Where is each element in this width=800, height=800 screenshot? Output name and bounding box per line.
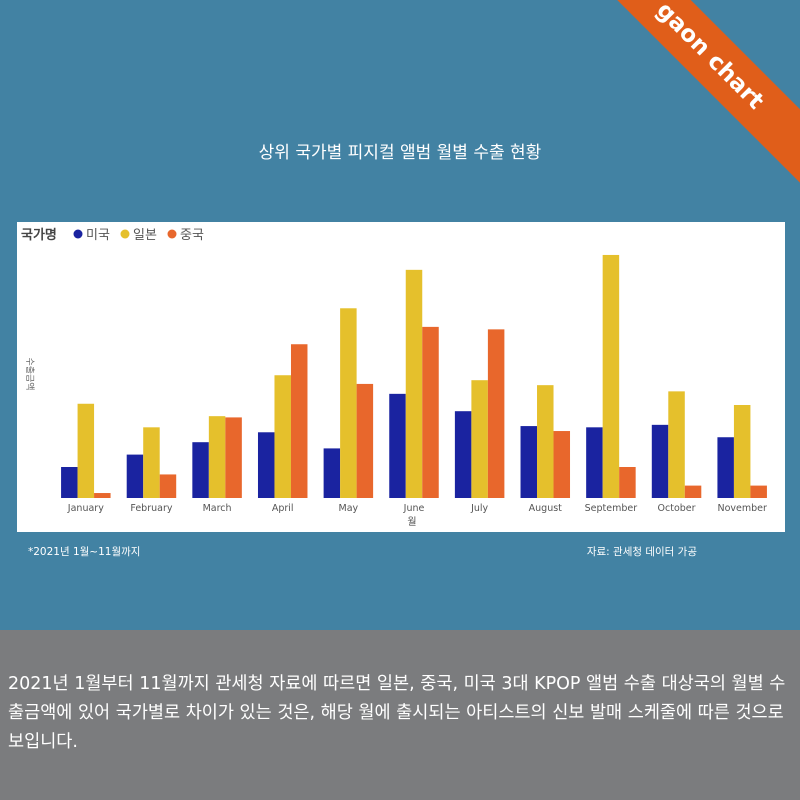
bar-march-0 xyxy=(192,442,209,498)
legend-label-2: 중국 xyxy=(180,228,204,243)
bar-september-2 xyxy=(619,467,636,498)
bar-october-0 xyxy=(651,424,669,498)
x-tick-label-july: July xyxy=(470,503,488,514)
bar-october-2 xyxy=(684,485,702,498)
legend-marker-0 xyxy=(73,229,83,239)
x-tick-label-february: February xyxy=(130,503,172,514)
legend-marker-2 xyxy=(167,229,177,239)
y-axis-label: 수출금액 xyxy=(24,357,36,390)
x-tick-label-september: September xyxy=(585,503,638,514)
footnote-source: 자료: 관세청 데이터 가공 xyxy=(586,546,697,558)
bar-august-1 xyxy=(537,385,554,498)
description-panel xyxy=(0,630,800,800)
bar-february-2 xyxy=(159,474,177,498)
bar-february-1 xyxy=(143,427,160,498)
bar-november-2 xyxy=(750,485,767,498)
x-tick-label-january: January xyxy=(67,503,104,514)
bar-may-0 xyxy=(323,448,341,498)
bar-november-1 xyxy=(733,405,751,498)
legend-label-0: 미국 xyxy=(86,228,110,243)
bar-april-2 xyxy=(290,344,308,498)
page-title: 상위 국가별 피지컬 앨범 월별 수출 현황 xyxy=(258,143,542,163)
bar-march-1 xyxy=(208,416,226,498)
bar-september-1 xyxy=(602,254,620,498)
x-tick-label-november: November xyxy=(717,503,767,514)
x-axis-label: 월 xyxy=(407,516,416,528)
bar-october-1 xyxy=(668,391,685,498)
legend-label-1: 일본 xyxy=(133,228,157,243)
bar-january-0 xyxy=(61,467,78,498)
bar-july-0 xyxy=(454,411,472,498)
x-tick-label-march: March xyxy=(203,503,232,514)
bar-september-0 xyxy=(586,427,603,498)
bar-august-2 xyxy=(553,431,571,498)
bar-march-2 xyxy=(225,417,242,498)
bar-may-1 xyxy=(340,308,357,498)
x-tick-label-october: October xyxy=(658,503,696,514)
bar-april-0 xyxy=(257,432,275,498)
bar-january-1 xyxy=(77,403,95,498)
x-tick-label-june: June xyxy=(403,503,425,514)
bar-june-1 xyxy=(405,269,423,498)
bar-november-0 xyxy=(717,437,734,498)
bar-august-0 xyxy=(520,426,538,498)
legend-marker-1 xyxy=(120,229,130,239)
x-tick-label-may: May xyxy=(339,503,359,514)
bar-january-2 xyxy=(94,493,111,498)
description-text: 2021년 1월부터 11월까지 관세청 자료에 따르면 일본, 중국, 미국 … xyxy=(8,674,786,752)
bar-june-2 xyxy=(422,326,439,498)
bar-april-1 xyxy=(274,375,291,498)
footnote-period: *2021년 1월~11월까지 xyxy=(28,546,141,558)
bar-may-2 xyxy=(356,383,374,498)
x-tick-label-april: April xyxy=(272,503,294,514)
legend-title: 국가명 xyxy=(21,227,57,243)
bar-june-0 xyxy=(389,393,406,498)
bar-july-1 xyxy=(471,380,488,498)
bar-july-2 xyxy=(487,329,505,498)
bar-february-0 xyxy=(126,454,144,498)
x-tick-label-august: August xyxy=(529,503,563,514)
